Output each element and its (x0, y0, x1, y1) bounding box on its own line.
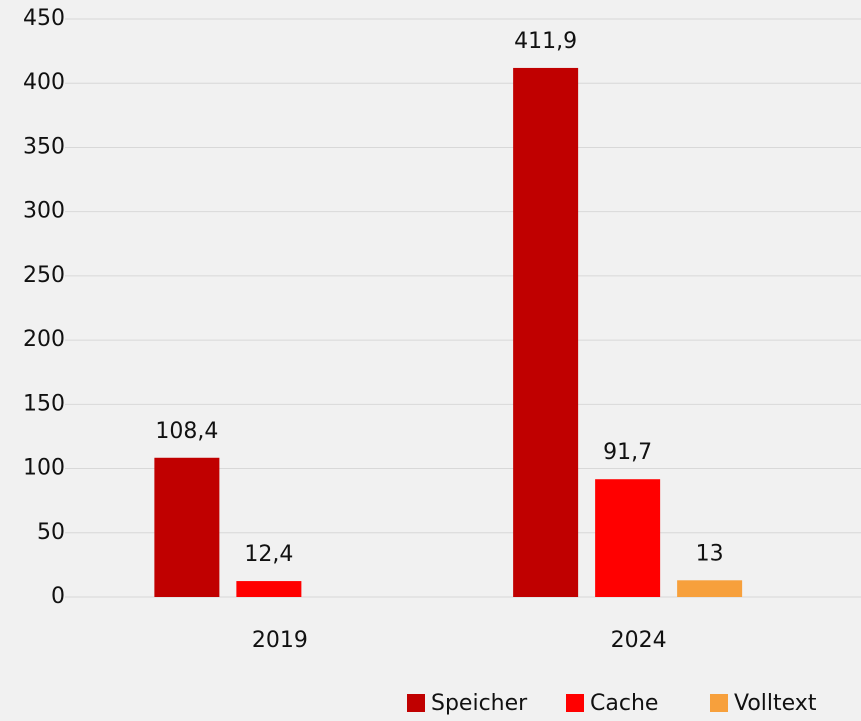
legend-swatch (710, 694, 728, 712)
value-label: 108,4 (155, 419, 218, 444)
y-tick-label: 150 (23, 391, 65, 416)
y-tick-label: 350 (23, 134, 65, 159)
legend-label: Speicher (431, 691, 528, 716)
bar (595, 479, 660, 597)
bar (677, 580, 742, 597)
legend-swatch (407, 694, 425, 712)
bar (236, 581, 301, 597)
background (0, 0, 861, 721)
bar (154, 458, 219, 597)
x-tick-label: 2019 (252, 628, 308, 653)
y-tick-label: 50 (37, 520, 65, 545)
value-label: 13 (696, 541, 724, 566)
x-tick-label: 2024 (611, 628, 667, 653)
y-tick-label: 100 (23, 456, 65, 481)
y-tick-label: 0 (51, 584, 65, 609)
chart: 0 50 100 150 200 250 300 350 400 450 2019 108,4 12,4… (0, 0, 861, 721)
y-tick-label: 200 (23, 327, 65, 352)
y-tick-label: 300 (23, 199, 65, 224)
value-label: 411,9 (514, 29, 577, 54)
value-label: 12,4 (244, 542, 293, 567)
legend-label: Cache (590, 691, 658, 716)
y-tick-label: 400 (23, 70, 65, 95)
bar (513, 68, 578, 597)
value-label: 91,7 (603, 440, 652, 465)
legend-label: Volltext (734, 691, 817, 716)
legend-swatch (566, 694, 584, 712)
y-tick-label: 250 (23, 263, 65, 288)
y-tick-label: 450 (23, 6, 65, 31)
